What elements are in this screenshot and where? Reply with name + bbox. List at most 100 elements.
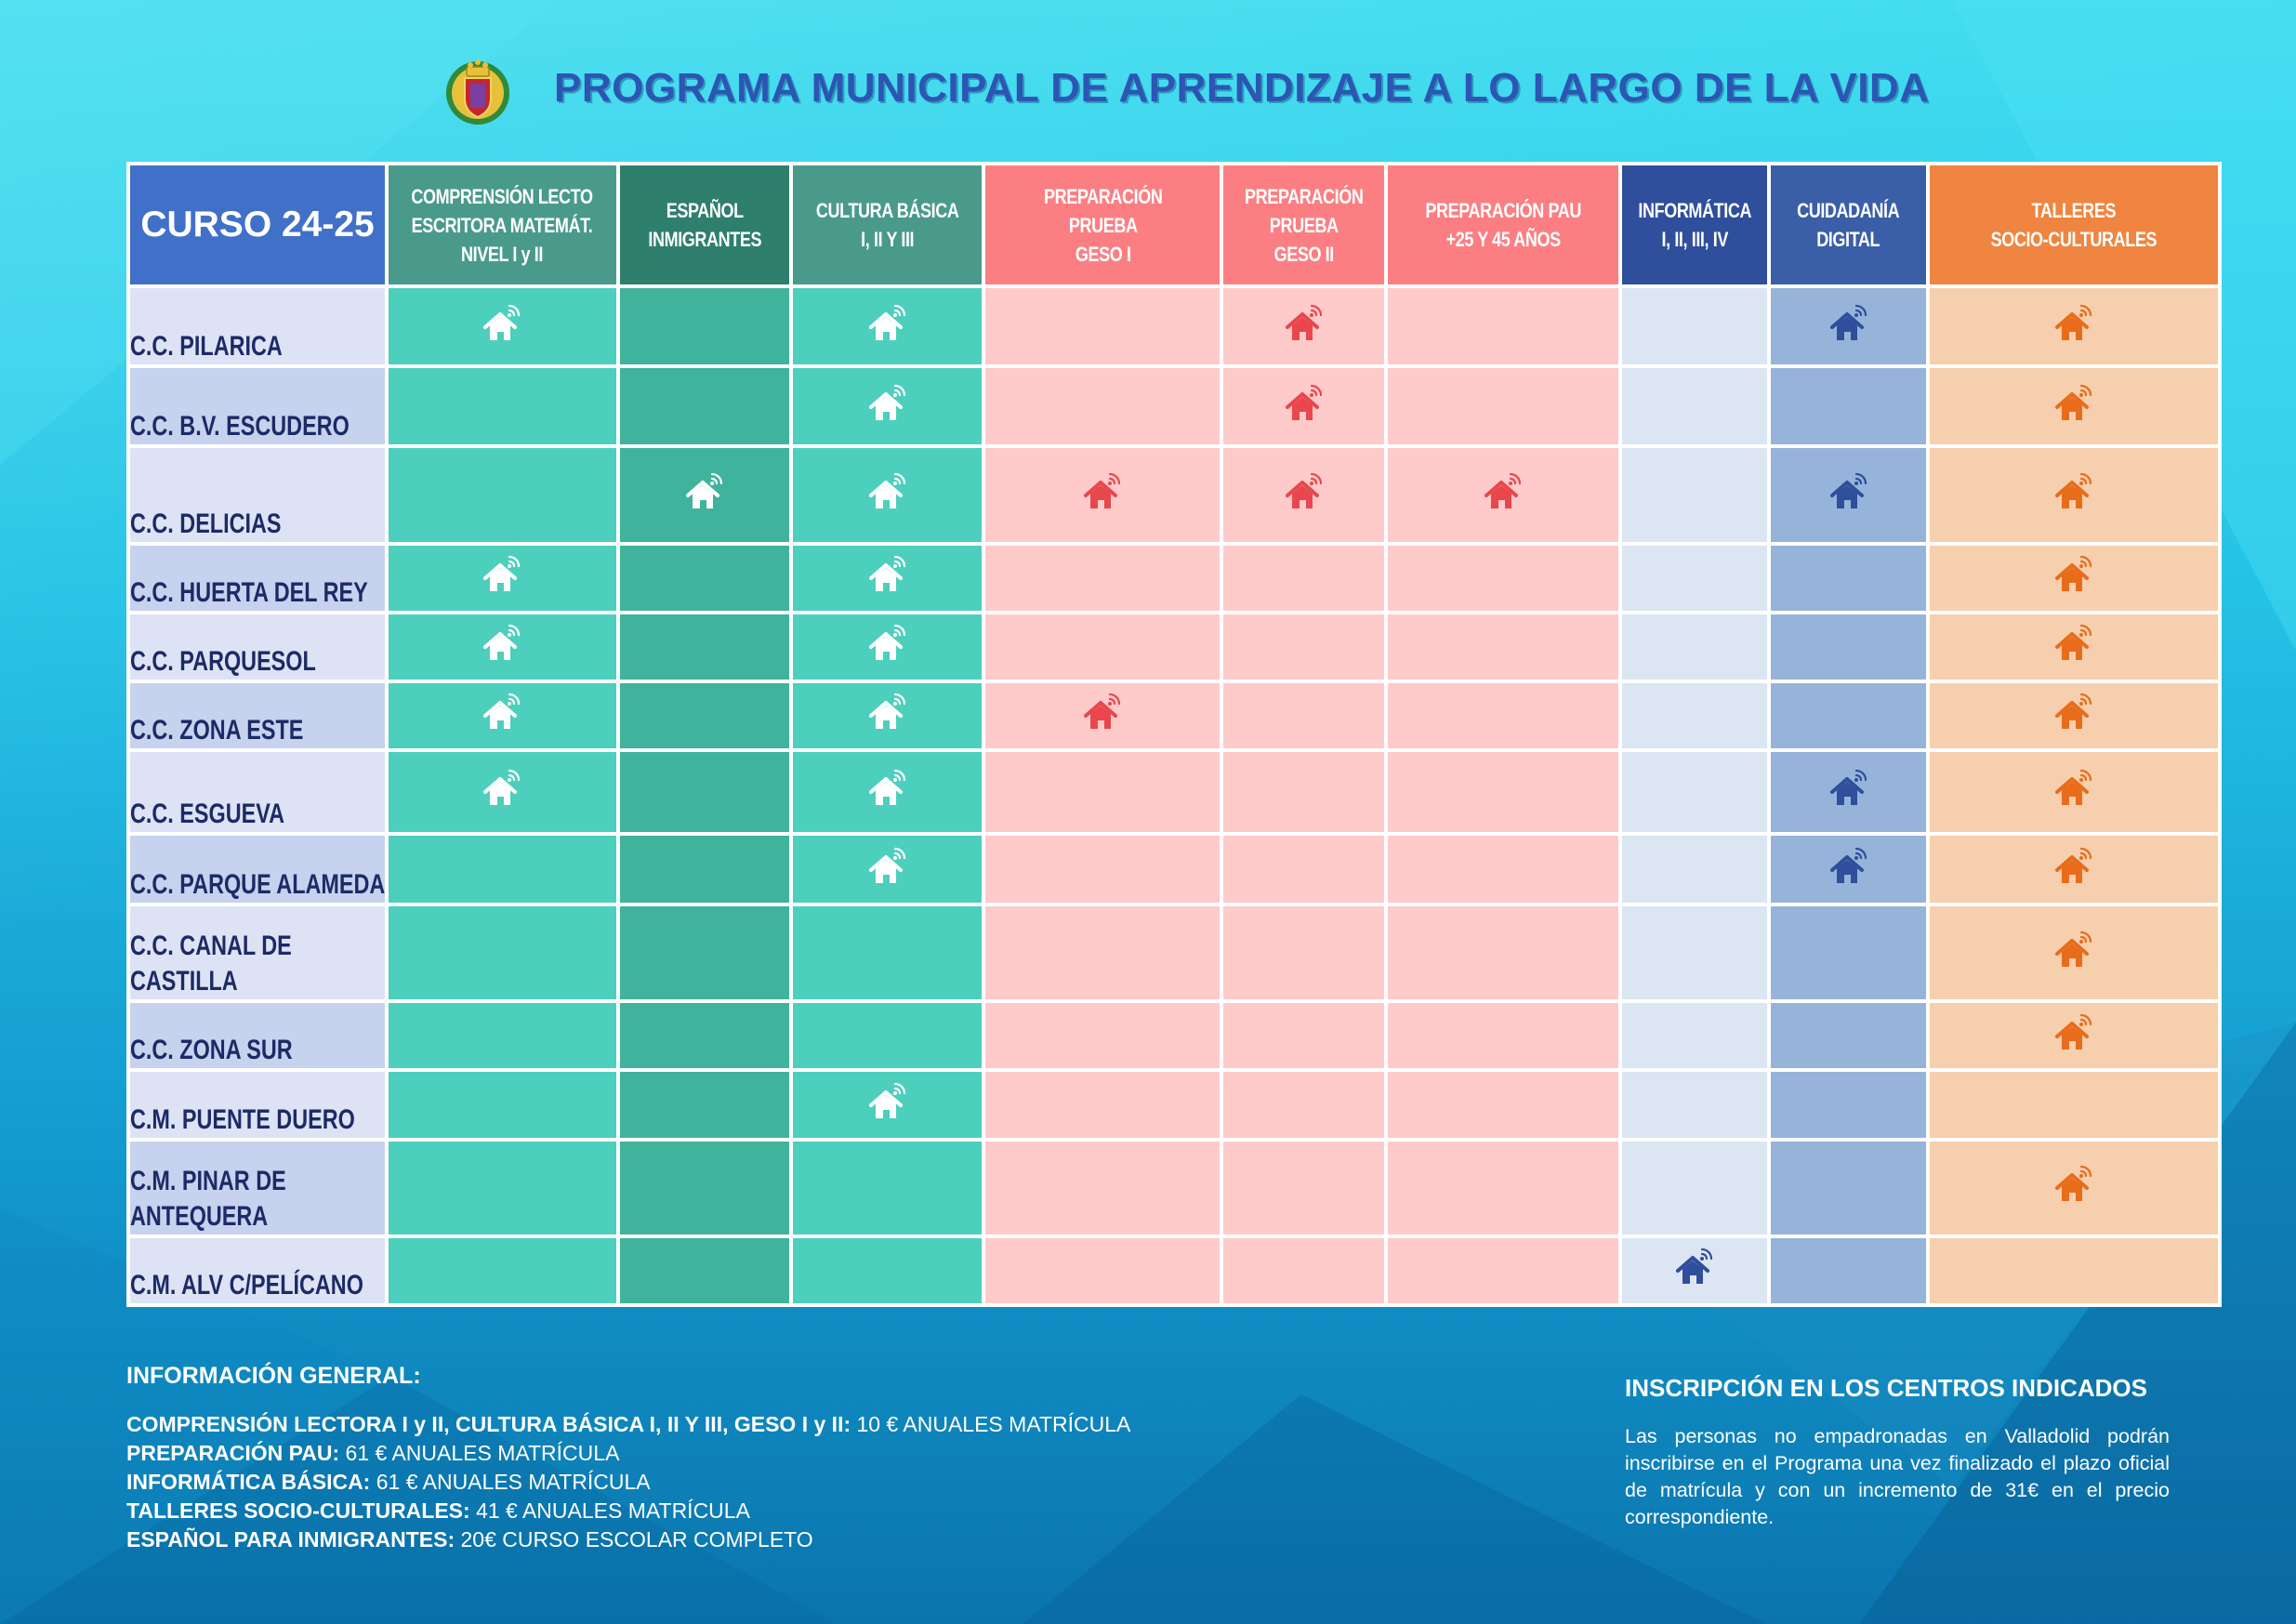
program-cell — [985, 1003, 1221, 1069]
table-row: C.M. ALV C/PELÍCANO — [130, 1237, 2218, 1303]
fee-value: 20€ CURSO ESCOLAR COMPLETO — [455, 1527, 813, 1551]
wifi-house-icon — [1829, 472, 1867, 508]
wifi-house-icon — [483, 304, 521, 340]
program-cell — [1622, 906, 1767, 1000]
fee-line: COMPRENSIÓN LECTORA I y II, CULTURA BÁSI… — [126, 1410, 1335, 1439]
center-name-line: C.M. ALV C/PELÍCANO — [130, 1270, 363, 1301]
program-cell — [1930, 906, 2218, 1000]
program-cell — [1387, 288, 1619, 365]
center-name: C.C. ESGUEVA — [130, 751, 386, 833]
program-cell — [793, 1003, 983, 1069]
wifi-house-icon — [868, 304, 906, 340]
center-name: C.C. HUERTA DEL REY — [130, 545, 386, 611]
column-header: CULTURA BÁSICA I, II Y III — [793, 165, 983, 284]
program-cell — [1223, 448, 1384, 542]
program-cell — [1223, 1237, 1384, 1303]
program-cell — [1770, 614, 1927, 680]
center-name-line: ANTEQUERA — [130, 1200, 269, 1232]
program-cell — [1930, 1141, 2218, 1235]
program-cell — [1770, 751, 1927, 833]
program-cell — [1622, 836, 1767, 904]
program-cell — [1223, 906, 1384, 1000]
program-cell — [1223, 751, 1384, 833]
wifi-house-icon — [2055, 384, 2092, 420]
program-cell — [1622, 751, 1767, 833]
program-cell — [619, 448, 790, 542]
table-row: C.C. B.V. ESCUDERO — [130, 368, 2218, 445]
program-cell — [1770, 1072, 1927, 1138]
wifi-house-icon — [868, 847, 906, 883]
wifi-house-icon — [1084, 472, 1121, 508]
program-cell — [1387, 751, 1619, 833]
center-name-line: C.C. HUERTA DEL REY — [130, 576, 368, 608]
column-header: PREPARACIÓN PRUEBA GESO I — [985, 165, 1221, 284]
center-name-line: C.M. PUENTE DUERO — [130, 1103, 355, 1135]
program-table: CURSO 24-25 COMPRENSIÓN LECTO ESCRITORA M… — [126, 162, 2222, 1307]
program-cell — [985, 368, 1221, 445]
center-name-line: C.C. ZONA ESTE — [130, 714, 304, 746]
column-header-line: PRUEBA — [1269, 213, 1339, 237]
wifi-house-icon — [868, 472, 906, 508]
program-cell — [389, 448, 616, 542]
program-cell — [1223, 288, 1384, 365]
table-row: C.C. DELICIAS — [130, 448, 2218, 542]
page-title: PROGRAMA MUNICIPAL DE APRENDIZAJE A LO L… — [554, 65, 1930, 111]
program-cell — [389, 906, 616, 1000]
program-cell — [793, 751, 983, 833]
program-cell — [389, 1003, 616, 1069]
fee-line: ESPAÑOL PARA INMIGRANTES: 20€ CURSO ESCO… — [126, 1525, 1335, 1554]
program-cell — [1930, 614, 2218, 680]
program-cell — [985, 614, 1221, 680]
program-cell — [985, 751, 1221, 833]
column-header-line: CUIDADANÍA — [1797, 199, 1900, 222]
wifi-house-icon — [868, 384, 906, 420]
program-cell — [793, 682, 983, 748]
center-name-line: C.C. PARQUESOL — [130, 645, 316, 677]
center-name: C.C. CANAL DE CASTILLA — [130, 906, 386, 1000]
program-cell — [1223, 614, 1384, 680]
program-cell — [619, 288, 790, 365]
fee-label: PREPARACIÓN PAU: — [126, 1441, 340, 1465]
program-cell — [389, 288, 616, 365]
column-header-line: +25 Y 45 AÑOS — [1445, 228, 1562, 251]
program-cell — [619, 836, 790, 904]
program-cell — [619, 1072, 790, 1138]
column-header-line: NIVEL I y II — [461, 242, 544, 266]
wifi-house-icon — [483, 770, 521, 806]
column-header-line: CULTURA BÁSICA — [816, 199, 959, 222]
program-cell — [1930, 836, 2218, 904]
wifi-house-icon — [2055, 1166, 2092, 1202]
wifi-house-icon — [2055, 847, 2092, 883]
general-info: INFORMACIÓN GENERAL: COMPRENSIÓN LECTORA… — [126, 1363, 1335, 1554]
program-cell — [1770, 906, 1927, 1000]
program-cell — [389, 545, 616, 611]
program-cell — [1930, 448, 2218, 542]
program-cell — [793, 448, 983, 542]
center-name-line: C.C. ZONA SUR — [130, 1035, 293, 1066]
wifi-house-icon — [686, 472, 723, 508]
wifi-house-icon — [2055, 931, 2092, 967]
wifi-house-icon — [483, 693, 521, 730]
fee-label: TALLERES SOCIO-CULTURALES: — [126, 1499, 470, 1523]
program-cell — [389, 1141, 616, 1235]
program-cell — [1930, 1003, 2218, 1069]
column-header: TALLERES SOCIO-CULTURALES — [1930, 165, 2218, 284]
center-name-line: C.C. B.V. ESCUDERO — [130, 411, 350, 442]
center-name-line: C.C. PARQUE ALAMEDA — [130, 869, 386, 901]
center-name: C.M. PUENTE DUERO — [130, 1072, 386, 1138]
program-cell — [619, 682, 790, 748]
program-cell — [1770, 288, 1927, 365]
program-cell — [389, 1237, 616, 1303]
wifi-house-icon — [868, 770, 906, 806]
column-header-line: ESCRITORA MATEMÁT. — [412, 213, 593, 237]
wifi-house-icon — [1084, 693, 1121, 730]
wifi-house-icon — [2055, 472, 2092, 508]
column-header-line: GESO I — [1075, 242, 1131, 266]
column-header-line: DIGITAL — [1816, 228, 1880, 251]
program-cell — [1770, 1141, 1927, 1235]
program-cell — [1622, 682, 1767, 748]
program-cell — [1387, 448, 1619, 542]
wifi-house-icon — [2055, 1013, 2092, 1050]
program-cell — [1770, 368, 1927, 445]
program-cell — [1770, 836, 1927, 904]
